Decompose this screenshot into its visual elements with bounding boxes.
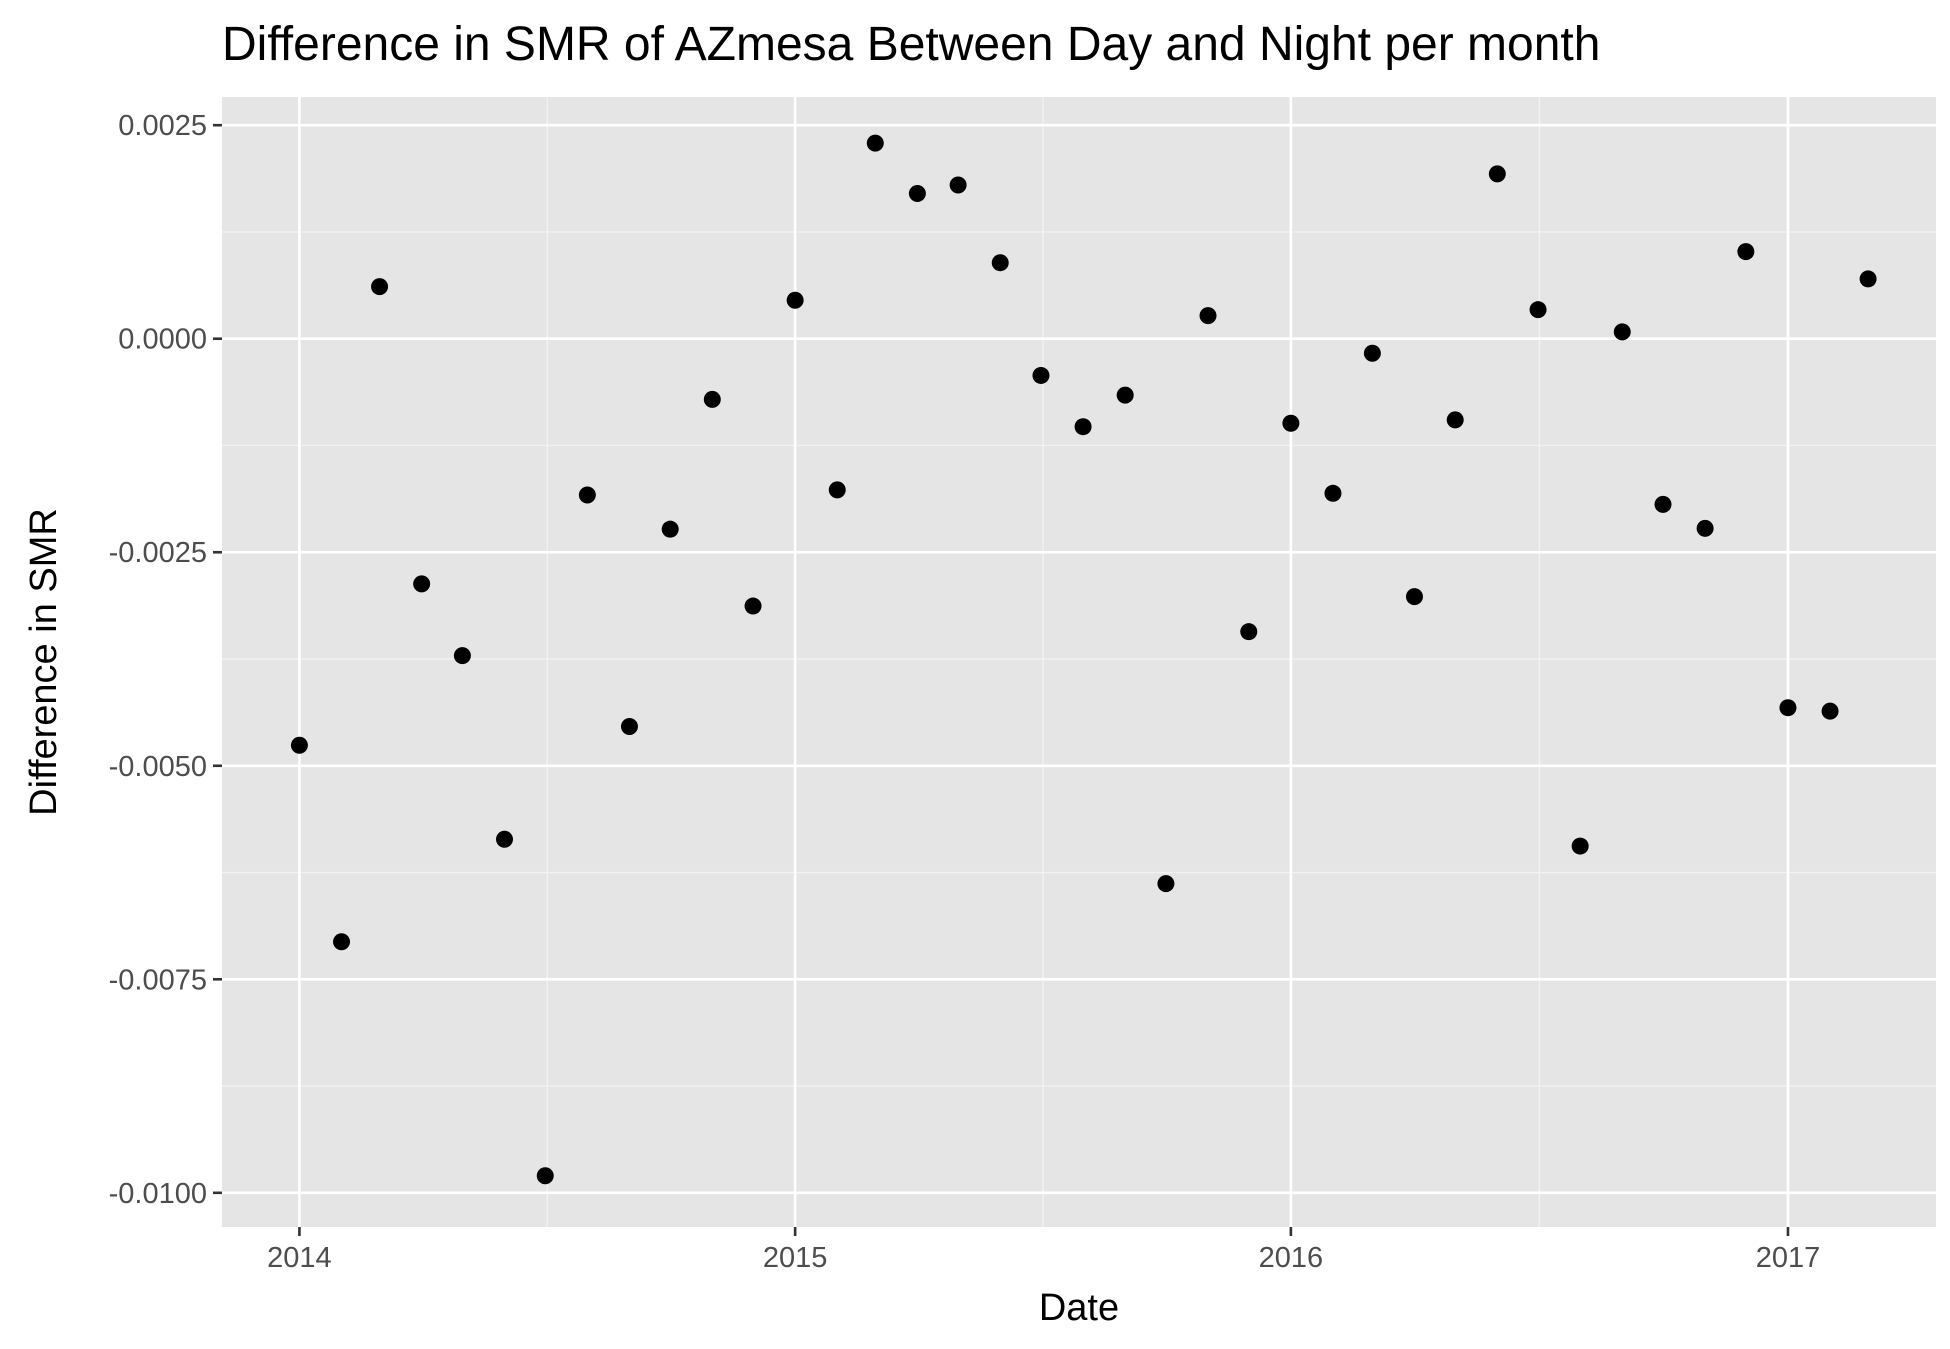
plot-panel [222, 97, 1936, 1227]
data-point [1529, 301, 1547, 319]
data-point [1363, 344, 1381, 362]
data-point [1613, 323, 1631, 341]
data-point [1282, 414, 1300, 432]
data-point [453, 647, 471, 665]
data-point [1488, 165, 1506, 183]
data-point [786, 291, 804, 309]
y-tick-label: -0.0025 [109, 537, 207, 569]
x-tick-label: 2016 [1259, 1242, 1324, 1274]
data-point [1821, 702, 1839, 720]
chart-title: Difference in SMR of AZmesa Between Day … [222, 18, 1600, 71]
data-point [703, 390, 721, 408]
data-point [1199, 307, 1217, 325]
data-point [620, 717, 638, 735]
data-point [661, 520, 679, 538]
data-point [290, 736, 308, 754]
data-point [1696, 519, 1714, 537]
x-axis: 2014 2015 2016 2017 [267, 1227, 1820, 1274]
minor-gridlines [222, 97, 1936, 1227]
data-point [413, 575, 431, 593]
data-point [949, 176, 967, 194]
data-point [371, 278, 389, 296]
data-point [333, 933, 351, 951]
data-point [1859, 270, 1877, 288]
data-point [1116, 386, 1134, 404]
y-tick-label: 0.0000 [118, 324, 207, 356]
x-tick-label: 2014 [267, 1242, 332, 1274]
x-tick-label: 2015 [763, 1242, 828, 1274]
data-point [1074, 418, 1092, 436]
x-axis-title: Date [1039, 1287, 1119, 1329]
data-point [1446, 411, 1464, 429]
y-tick-label: -0.0075 [109, 964, 207, 996]
x-tick-label: 2017 [1756, 1242, 1821, 1274]
data-point [1157, 875, 1175, 893]
data-point [495, 830, 513, 848]
data-point [1654, 495, 1672, 513]
y-axis-title: Difference in SMR [23, 508, 65, 816]
data-point [866, 134, 884, 152]
data-point [744, 597, 762, 615]
y-tick-label: -0.0100 [109, 1178, 207, 1210]
data-point [1737, 243, 1755, 261]
data-point [1779, 699, 1797, 717]
data-point [1032, 366, 1050, 384]
major-gridlines [222, 97, 1936, 1227]
y-axis: 0.0025 0.0000 -0.0025 -0.0050 -0.0075 -0.0100 [109, 110, 222, 1210]
y-tick-label: -0.0050 [109, 751, 207, 783]
data-points [290, 134, 1877, 1185]
data-point [828, 481, 846, 499]
y-tick-label: 0.0025 [118, 110, 207, 142]
data-point [908, 185, 926, 203]
data-point [536, 1167, 554, 1185]
data-point [578, 486, 596, 504]
data-point [1571, 837, 1589, 855]
data-point [1324, 484, 1342, 502]
data-point [1405, 588, 1423, 606]
data-point [1240, 623, 1258, 641]
data-point [991, 254, 1009, 272]
